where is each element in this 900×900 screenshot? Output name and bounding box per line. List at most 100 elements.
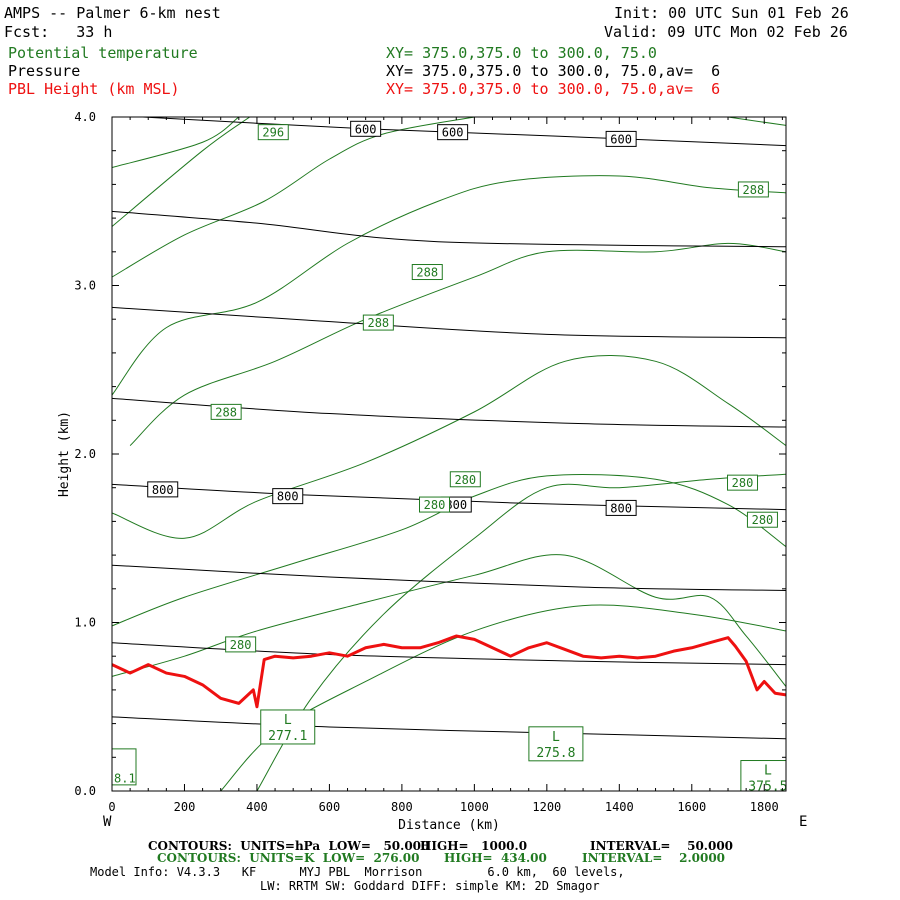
pbl-point xyxy=(147,664,149,666)
pbl-point xyxy=(183,675,185,677)
pressure-label-box xyxy=(272,488,304,505)
theta-label-box xyxy=(362,314,394,331)
pbl-point xyxy=(734,645,736,647)
pbl-point xyxy=(238,702,240,704)
pressure-label-box xyxy=(147,481,179,498)
theta-label-box xyxy=(225,636,257,653)
theta-label: 296 xyxy=(262,126,284,140)
pbl-point xyxy=(600,657,602,659)
pbl-point xyxy=(252,689,254,691)
pbl-point xyxy=(328,652,330,654)
theta-label-box xyxy=(737,181,769,198)
footer-model-info: Model Info: V4.3.3 KF MYJ PBL Morrison 6… xyxy=(90,865,625,879)
field-potential-temperature: Potential temperature xyxy=(8,44,198,62)
pbl-point xyxy=(763,680,765,682)
theta-contour-0 xyxy=(112,554,786,687)
pbl-point xyxy=(473,638,475,640)
theta-label-box xyxy=(419,496,451,513)
pbl-point xyxy=(636,657,638,659)
low-label: L xyxy=(764,764,772,779)
theta-label: 288 xyxy=(416,266,438,280)
pbl-point xyxy=(510,655,512,657)
isobar-650 xyxy=(112,210,786,248)
pbl-point xyxy=(774,692,776,694)
x-tick-label: 0 xyxy=(108,800,115,814)
low-box xyxy=(528,726,584,762)
pbl-point xyxy=(256,706,258,708)
pbl-point xyxy=(347,655,349,657)
footer-theta-contours: CONTOURS: UNITS=K LOW= 276.00 xyxy=(157,851,420,865)
x-tick-label: 1600 xyxy=(677,800,706,814)
edge-label: 8.1 xyxy=(114,772,136,786)
theta-label-box xyxy=(210,403,242,420)
y-tick-label: 4.0 xyxy=(74,110,96,124)
chart-title: AMPS -- Palmer 6-km nest xyxy=(4,4,221,22)
theta-label-box xyxy=(727,474,759,491)
theta-label: 280 xyxy=(230,638,252,652)
pressure-label: 800 xyxy=(152,483,174,497)
field-pbl-height: PBL Height (km MSL) xyxy=(8,80,180,98)
theta-contour-7 xyxy=(112,117,240,169)
pbl-point xyxy=(709,642,711,644)
pbl-point xyxy=(383,643,385,645)
footer-pressure-interval: INTERVAL= 50.000 xyxy=(590,839,734,853)
valid-time: Valid: 09 UTC Mon 02 Feb 26 xyxy=(604,23,848,41)
theta-label: 280 xyxy=(424,498,446,512)
pbl-point xyxy=(745,660,747,662)
y-tick-label: 3.0 xyxy=(74,279,96,293)
pbl-point xyxy=(437,642,439,644)
theta-label: 288 xyxy=(743,183,765,197)
low-label: L xyxy=(552,730,560,745)
x-tick-label: 1800 xyxy=(750,800,779,814)
theta-label: 288 xyxy=(367,316,389,330)
isobar-950 xyxy=(112,716,786,740)
isobar-800 xyxy=(112,483,786,511)
theta-contour-8 xyxy=(256,473,786,791)
pressure-label: 600 xyxy=(355,122,377,136)
pressure-label: 800 xyxy=(445,498,467,512)
pbl-point xyxy=(756,689,758,691)
low-box xyxy=(740,760,786,791)
theta-label: 280 xyxy=(732,476,754,490)
theta-contour-3 xyxy=(129,242,786,446)
plot-frame xyxy=(111,116,787,792)
pbl-point xyxy=(165,672,167,674)
x-tick-label: 400 xyxy=(246,800,268,814)
pbl-point xyxy=(546,642,548,644)
isobar-900 xyxy=(112,642,786,666)
theta-label-box xyxy=(746,511,778,528)
theta-contour-10 xyxy=(727,117,786,126)
y-tick-label: 2.0 xyxy=(74,447,96,461)
pbl-point xyxy=(582,655,584,657)
pbl-point xyxy=(455,635,457,637)
theta-contour-6 xyxy=(112,117,250,227)
pressure-label: 800 xyxy=(277,490,299,504)
west-label: W xyxy=(103,814,112,830)
theta-contour-4 xyxy=(112,175,786,396)
x-tick-label: 600 xyxy=(319,800,341,814)
isobar-750 xyxy=(112,397,786,428)
low-value: 275.8 xyxy=(536,746,575,761)
theta-contour-9 xyxy=(220,604,786,791)
y-axis-title: Height (km) xyxy=(57,411,72,497)
theta-label: 280 xyxy=(454,473,476,487)
theta-label-box xyxy=(411,264,443,281)
pbl-point xyxy=(727,637,729,639)
pressure-isobars xyxy=(112,117,786,740)
pbl-point xyxy=(202,684,204,686)
theta-contour-1 xyxy=(112,473,786,627)
init-time: Init: 00 UTC Sun 01 Feb 26 xyxy=(614,4,849,22)
axes: 0 200 400 600 800 1000 1200 1400 1600 1800 0.0 1.0 2… xyxy=(74,110,786,814)
pbl-point xyxy=(564,648,566,650)
pressure-label-box xyxy=(605,130,637,147)
field-pressure: Pressure xyxy=(8,62,81,80)
pbl-point xyxy=(129,672,131,674)
field-potential-temperature-xy: XY= 375.0,375.0 to 300.0, 75.0 xyxy=(386,44,657,62)
theta-label-box xyxy=(449,471,481,488)
theta-label: 288 xyxy=(215,405,237,419)
theta-contour-5 xyxy=(112,117,475,278)
footer-physics: LW: RRTM SW: Goddard DIFF: simple KM: 2D… xyxy=(260,879,600,893)
x-tick-label: 800 xyxy=(391,800,413,814)
